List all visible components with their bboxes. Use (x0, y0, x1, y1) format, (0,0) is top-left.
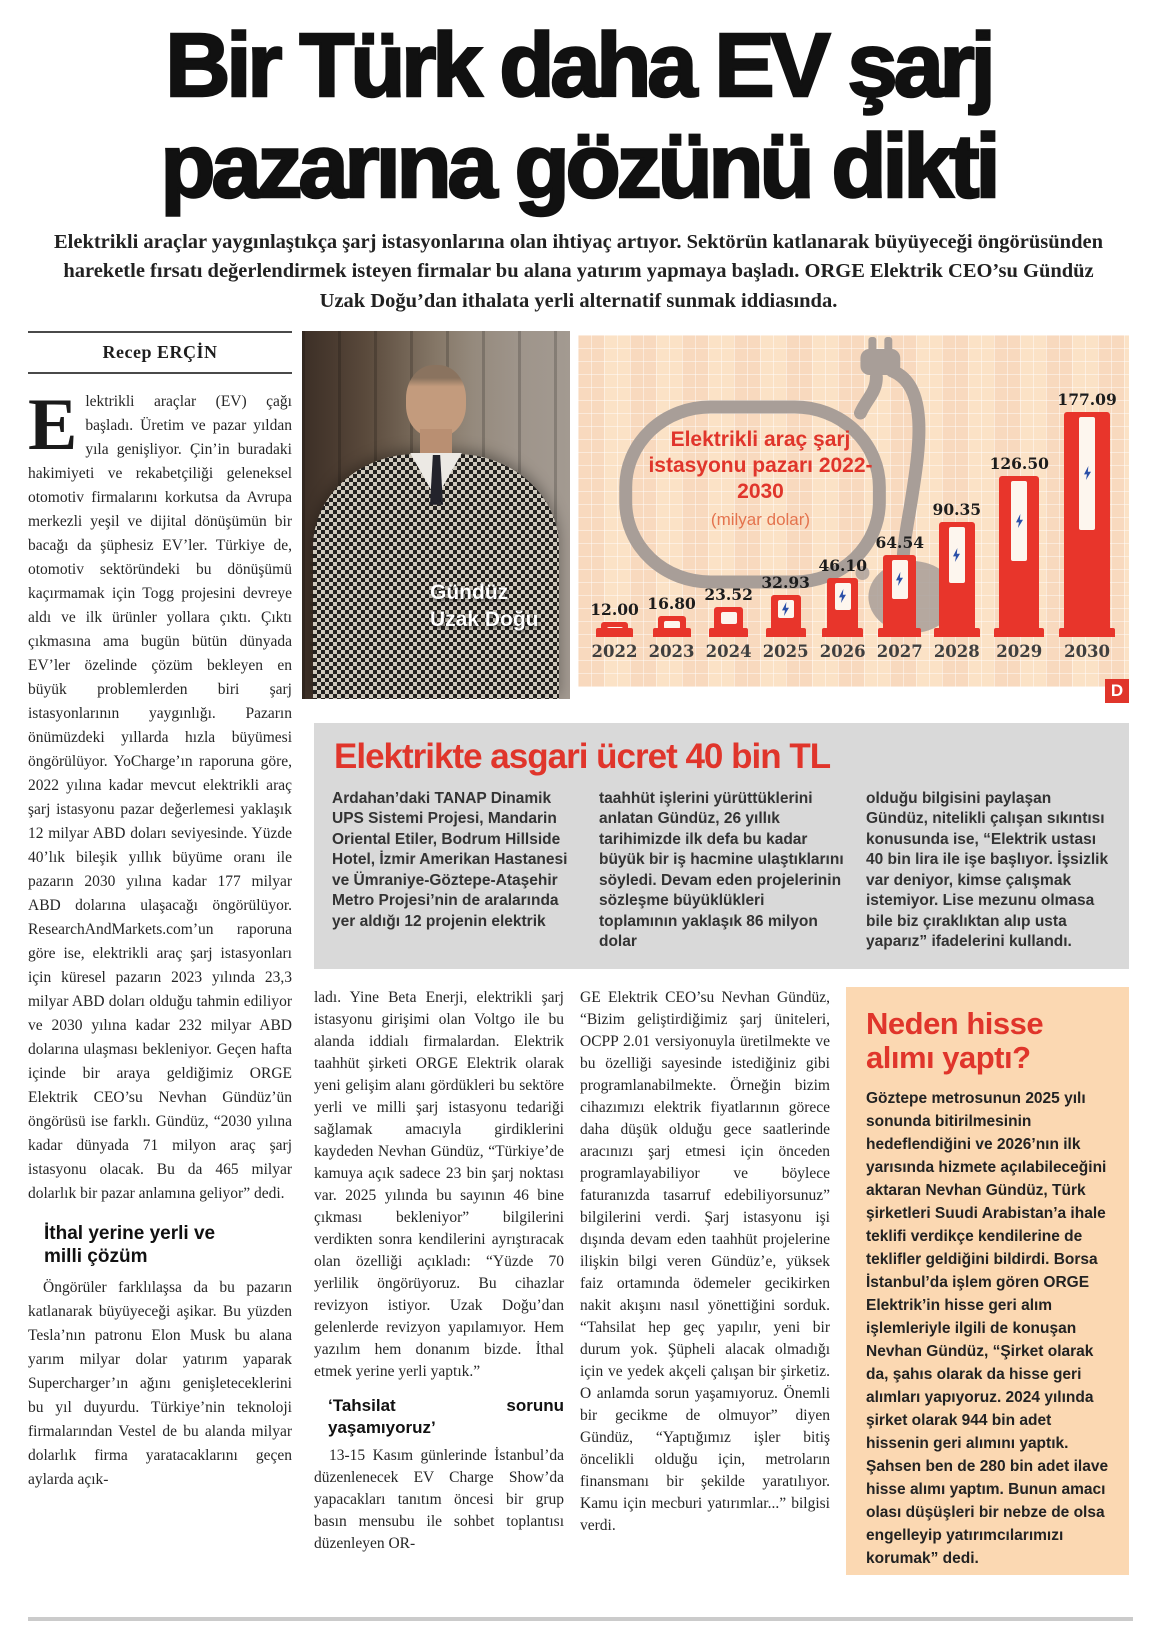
byline: Recep ERÇİN (28, 330, 292, 374)
quote-box: Elektrikte asgari ücret 40 bin TL Ardaha… (314, 722, 1129, 969)
quote-box-col-2: taahhüt işlerini yürüttüklerini anlatan … (599, 789, 844, 951)
chart-bar-group: 90.35 2028 (933, 500, 982, 661)
bar-value-label: 177.09 (1057, 389, 1117, 409)
charging-station-bar (596, 621, 634, 637)
body-col1-paragraph-1: ladı. Yine Beta Enerji, elektrikli şarj … (314, 988, 564, 1380)
subhead-ithal-yerine-yerli: İthal yerine yerli ve milli çözüm (44, 1222, 216, 1267)
chart-bars: 12.00 2022 16.80 2023 23.52 2024 32.93 2025 46.1… (586, 390, 1121, 661)
subhead-tahsilat: ‘Tahsilat sorunu yaşamıyoruz’ (328, 1395, 564, 1437)
lightning-icon (1079, 416, 1096, 530)
bar-value-label: 64.54 (875, 532, 925, 552)
chart-title-text: Elektrikli araç şarj istasyonu pazarı 20… (648, 427, 873, 503)
lightning-icon (834, 582, 851, 610)
bar-year-label: 2028 (933, 641, 980, 661)
body-column-1: ladı. Yine Beta Enerji, elektrikli şarj … (314, 987, 564, 1575)
sidebar-text: Göztepe metrosunun 2025 yılı sonunda bit… (866, 1089, 1109, 1567)
quote-box-col-3: olduğu bilgisini paylaşan Gündüz, niteli… (866, 789, 1109, 951)
photo-caption-line-2: Uzak Doğu (430, 607, 539, 631)
lower-columns-row: ladı. Yine Beta Enerji, elektrikli şarj … (314, 986, 1129, 1575)
chart-bar-group: 126.50 2029 (990, 454, 1049, 661)
lightning-icon (891, 559, 908, 599)
photo-gunduz-uzak-dogu: Gündüz Uzak Doğu (302, 330, 570, 699)
lightning-icon (948, 526, 965, 583)
chart-bar-group: 32.93 2025 (761, 573, 810, 661)
body-col1-paragraph-2: 13-15 Kasım günlerinde İstanbul’da düzen… (314, 1446, 564, 1552)
ev-charging-market-chart: Elektrikli araç şarj istasyonu pazarı 20… (578, 334, 1129, 703)
charging-station-bar (652, 615, 691, 637)
chart-bar-group: 12.00 2022 (590, 600, 639, 661)
bar-year-label: 2026 (819, 641, 866, 661)
bar-year-label: 2030 (1064, 641, 1111, 661)
chart-bar-group: 16.80 2023 (647, 594, 696, 661)
charging-station-bar (933, 521, 980, 637)
lightning-icon (663, 620, 680, 629)
body-col2-paragraph-1: GE Elektrik CEO’su Nevhan Gündüz, “Bizim… (580, 988, 830, 1534)
paragraph-2: Öngörüler farklılaşsa da bu pazarın katl… (28, 1278, 292, 1488)
bar-year-label: 2027 (876, 641, 923, 661)
charging-station-bar (765, 594, 806, 637)
photo-caption: Gündüz Uzak Doğu (430, 579, 539, 633)
plug-icon (860, 348, 901, 375)
charging-station-bar (822, 577, 864, 637)
chart-bar-group: 23.52 2024 (704, 585, 753, 661)
sidebar-title: Neden hisse alımı yaptı? (866, 1005, 1044, 1075)
chart-bar-group: 64.54 2027 (875, 533, 924, 661)
bar-year-label: 2029 (996, 641, 1043, 661)
quote-box-columns: Ardahan’daki TANAP Dinamik UPS Sistemi P… (332, 789, 1111, 953)
quote-box-title: Elektrikte asgari ücret 40 bin TL (334, 736, 831, 776)
lightning-icon (720, 611, 737, 624)
bar-value-label: 32.93 (761, 572, 810, 592)
bar-value-label: 46.10 (818, 555, 867, 575)
charging-station-bar (994, 475, 1045, 637)
bar-year-label: 2025 (762, 641, 809, 661)
photo-and-chart-row: Gündüz Uzak Doğu (302, 330, 1129, 703)
headline-line-1: Bir Türk daha EV şarj (164, 15, 997, 118)
chart-bar-group: 177.09 2030 (1057, 390, 1116, 661)
right-region: Gündüz Uzak Doğu (302, 330, 1129, 1575)
bar-year-label: 2022 (591, 641, 638, 661)
chart-subtitle: (milyar dolar) (710, 509, 811, 529)
bar-value-label: 90.35 (932, 499, 982, 519)
chart-bar-group: 46.10 2026 (818, 556, 867, 661)
bar-value-label: 12.00 (590, 599, 639, 619)
body-column-2: GE Elektrik CEO’su Nevhan Gündüz, “Bizim… (580, 987, 830, 1575)
bar-value-label: 126.50 (989, 453, 1049, 473)
quote-box-col-1: Ardahan’daki TANAP Dinamik UPS Sistemi P… (332, 789, 568, 930)
figure-tie (430, 454, 443, 505)
bar-value-label: 23.52 (704, 584, 753, 604)
bar-value-label: 16.80 (647, 593, 696, 613)
chart-source-logo: D (1105, 678, 1129, 703)
lede: Elektrikli araçlar yaygınlaştıkça şarj i… (53, 230, 1103, 313)
charging-station-bar (878, 554, 922, 637)
lightning-icon (777, 599, 794, 618)
lightning-icon (1011, 480, 1028, 561)
headline: Bir Türk daha EV şarj pazarına gözünü dik… (28, 15, 1129, 219)
bar-year-label: 2023 (648, 641, 695, 661)
photo-caption-line-1: Gündüz (430, 580, 509, 604)
charging-station-bar (709, 606, 749, 637)
bar-year-label: 2024 (705, 641, 752, 661)
headline-line-2: pazarına gözünü dikti (159, 116, 1002, 219)
sidebar-box: Neden hisse alımı yaptı? Göztepe metrosu… (846, 986, 1129, 1575)
bottom-divider (28, 1617, 1133, 1621)
charging-station-bar (1059, 411, 1116, 637)
figure-head (406, 364, 466, 437)
paragraph-1-text: lektrikli araçlar (EV) çağı başladı. Üre… (28, 392, 292, 1202)
chart-title: Elektrikli araç şarj istasyonu pazarı 20… (648, 427, 873, 533)
drop-cap: E (28, 383, 78, 466)
